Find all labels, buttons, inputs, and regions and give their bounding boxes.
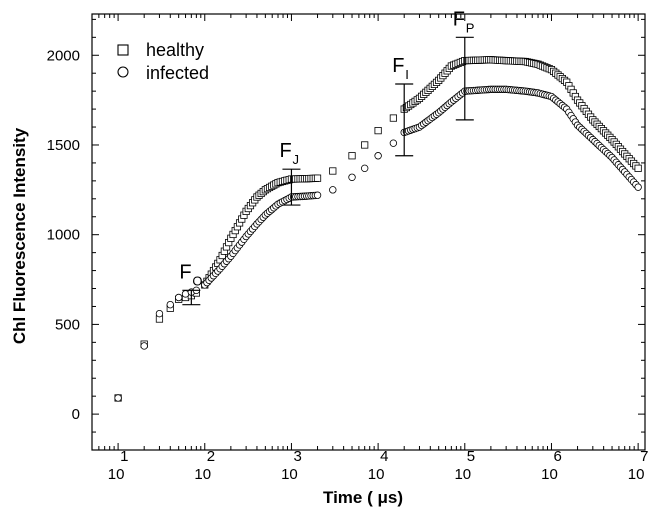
annotation-subscript: I (405, 67, 409, 82)
infected-point (155, 309, 164, 318)
legend-marker-infected (117, 66, 129, 78)
x-tick-label-exponent: 2 (207, 448, 215, 465)
plot-frame (91, 13, 646, 451)
infected-point (313, 191, 322, 199)
annotation-label: F (279, 140, 291, 162)
legend-marker-healthy (117, 44, 129, 56)
infected-point (389, 139, 398, 147)
legend-label-infected: infected (146, 63, 209, 83)
x-tick-label-exponent: 1 (120, 448, 128, 465)
annotation-label: F (179, 261, 191, 283)
x-tick-label: 10 (108, 466, 125, 483)
x-tick-label-exponent: 7 (640, 448, 648, 465)
healthy-point (348, 152, 356, 160)
x-tick-label: 10 (628, 466, 645, 483)
annotation-subscript: J (292, 152, 299, 167)
x-tick-label-exponent: 3 (293, 448, 301, 465)
legend-label-healthy: healthy (146, 40, 204, 60)
y-tick-label: 500 (55, 316, 80, 333)
infected-point (348, 173, 356, 181)
x-tick-label: 10 (541, 466, 558, 483)
infected-point (174, 293, 183, 302)
healthy-point (389, 114, 397, 122)
infected-point (140, 342, 148, 350)
y-tick-label: 1500 (47, 137, 80, 154)
infected-point (374, 152, 382, 160)
x-tick-label: 10 (281, 466, 298, 483)
x-tick-label-exponent: 4 (380, 448, 388, 465)
x-tick-label: 10 (194, 466, 211, 483)
healthy-point (361, 141, 369, 149)
y-tick-label: 1000 (47, 227, 80, 244)
healthy-point (374, 127, 382, 135)
healthy-point (329, 167, 337, 175)
x-tick-label: 10 (454, 466, 471, 483)
healthy-point (634, 164, 642, 172)
infected-point (329, 186, 337, 194)
legend: healthy infected (117, 40, 209, 83)
x-axis-title: Time ( μs) (323, 488, 403, 507)
x-tick-label: 10 (368, 466, 385, 483)
series-infected (114, 85, 642, 402)
annotation-label: F (453, 8, 465, 30)
healthy-point (313, 174, 322, 182)
infected-point (166, 300, 174, 309)
infected-point (634, 183, 642, 191)
y-tick-label: 0 (72, 406, 80, 423)
annotation-subscript: P (466, 20, 475, 35)
y-axis-title: Chl Fluorescence Intensity (10, 127, 29, 344)
x-tick-label-exponent: 6 (553, 448, 561, 465)
infected-point (114, 394, 122, 402)
annotation-subscript: O (192, 273, 202, 288)
x-tick-label-exponent: 5 (467, 448, 475, 465)
series-healthy (114, 56, 642, 402)
y-tick-label: 2000 (47, 47, 80, 64)
annotation-label: F (392, 55, 404, 77)
infected-point (360, 164, 369, 173)
